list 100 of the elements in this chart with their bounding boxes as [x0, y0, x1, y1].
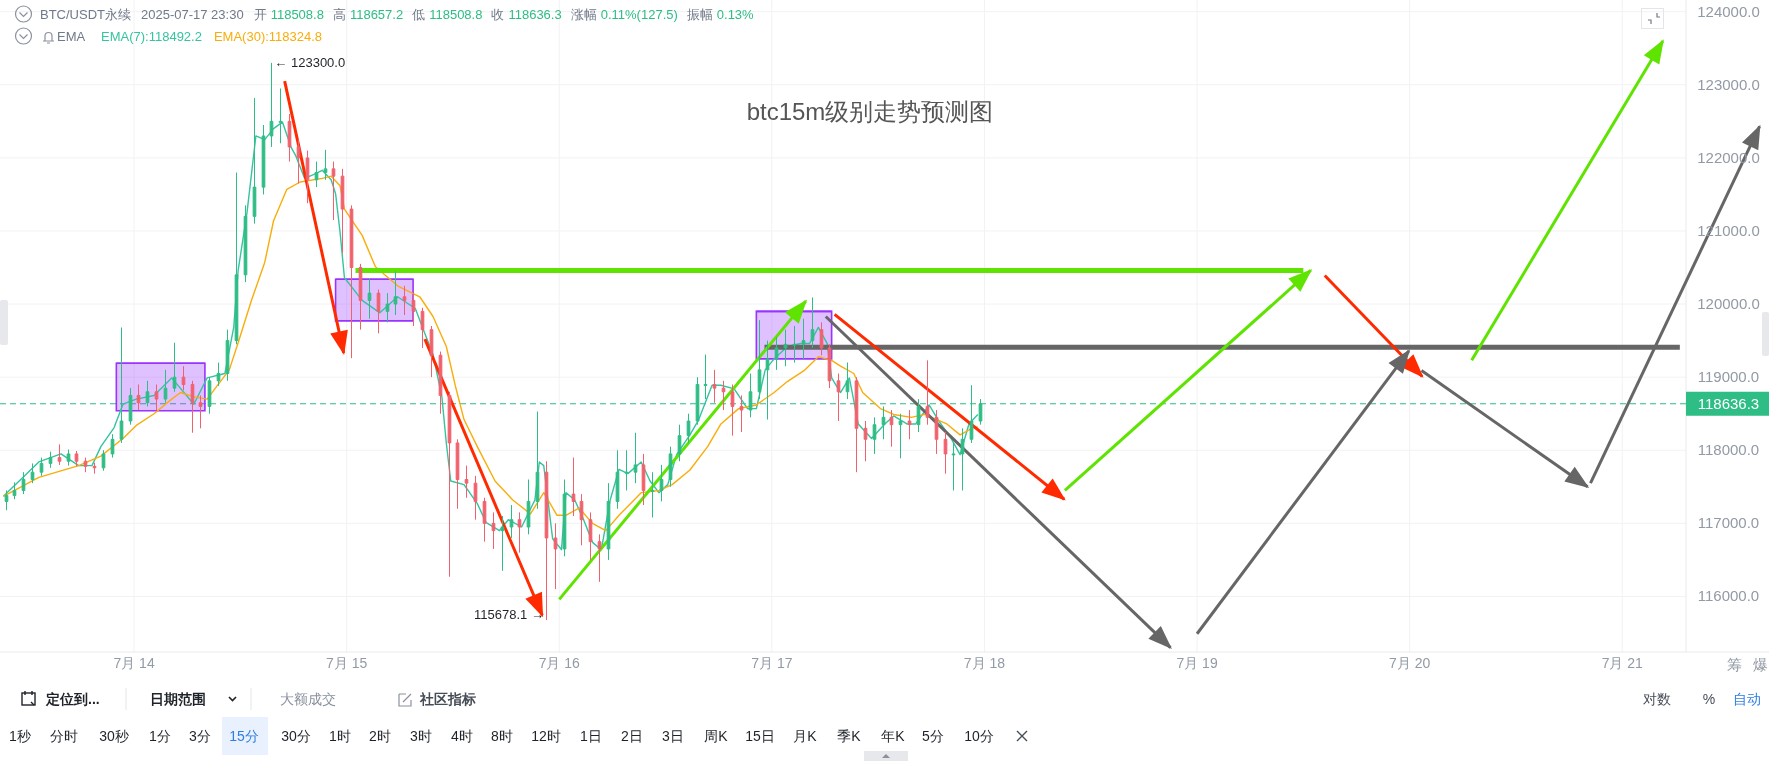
- candlestick: [898, 413, 903, 459]
- candlestick: [757, 319, 762, 400]
- annotation: BTC/USDT永续: [40, 6, 131, 22]
- annotation: 118508.8: [429, 6, 483, 22]
- text: 10分: [964, 728, 994, 744]
- text: 1分: [149, 728, 171, 744]
- text: EMA(30):118324.8: [213, 28, 323, 44]
- candlestick: [83, 457, 88, 473]
- candlestick: [951, 442, 956, 491]
- annotation: 0.13%: [716, 6, 755, 22]
- candlestick: [810, 296, 815, 349]
- candlestick: [181, 365, 186, 391]
- annotation: 收: [491, 6, 505, 22]
- candlestick: [21, 471, 26, 495]
- candlestick: [659, 464, 664, 502]
- candlestick: [323, 149, 328, 181]
- candlestick: [730, 383, 735, 437]
- candlestick: [110, 433, 115, 459]
- y-tick-label: 124000.0: [1697, 2, 1760, 20]
- candlestick: [12, 481, 17, 500]
- candlestick: [234, 172, 239, 345]
- candlestick: [92, 462, 97, 475]
- candlestick: [482, 497, 487, 543]
- candlestick: [48, 451, 53, 469]
- text: 3日: [662, 728, 684, 744]
- candlestick: [819, 321, 824, 356]
- candlestick: [943, 431, 948, 475]
- candlestick: [305, 150, 310, 204]
- text: 自动: [1733, 691, 1761, 707]
- candlestick: [801, 318, 806, 360]
- candlestick: [39, 457, 44, 477]
- annotation: 118508.8: [270, 6, 324, 22]
- candlestick: [464, 465, 469, 499]
- text: 1时: [329, 728, 351, 744]
- candlestick: [863, 420, 868, 462]
- x-tick-label: 7月 14: [113, 655, 155, 671]
- candlestick: [721, 380, 726, 411]
- candlestick: [641, 453, 646, 506]
- candlestick: [393, 270, 398, 316]
- text: 4时: [451, 728, 473, 744]
- candlestick: [526, 479, 531, 535]
- annotation: ← 123300.0: [274, 55, 346, 71]
- candlestick: [74, 450, 79, 467]
- candlestick: [66, 449, 71, 467]
- candlestick: [269, 62, 274, 148]
- candlestick: [668, 446, 673, 488]
- candlestick: [889, 409, 894, 448]
- candlestick: [278, 87, 283, 144]
- candlestick: [30, 462, 35, 484]
- ref-line-label: 118636.3: [1697, 395, 1760, 413]
- y-tick-label: 116000.0: [1697, 587, 1760, 605]
- annotation: 2025-07-17 23:30: [141, 6, 244, 22]
- candlestick: [429, 325, 434, 378]
- text: 分时: [50, 728, 78, 744]
- text: 30分: [281, 728, 311, 744]
- candlestick: [553, 522, 558, 590]
- candlestick: [252, 97, 257, 225]
- text: 30秒: [99, 728, 129, 744]
- candlestick: [517, 511, 522, 554]
- text: 2日: [621, 728, 643, 744]
- candlestick: [544, 460, 549, 621]
- text: 15分: [229, 728, 259, 744]
- candlestick: [216, 362, 221, 387]
- candlestick: [571, 457, 576, 517]
- x-tick-label: 7月 17: [751, 655, 793, 671]
- text: 8时: [491, 728, 513, 744]
- candlestick: [411, 292, 416, 327]
- candlestick: [677, 424, 682, 462]
- annotation: 118636.3: [508, 6, 562, 22]
- x-tick-label: 7月 21: [1601, 655, 1644, 671]
- candlestick: [402, 285, 407, 316]
- text: 5分: [922, 728, 944, 744]
- y-tick-label: 117000.0: [1697, 514, 1760, 532]
- candlestick: [783, 329, 788, 367]
- candlestick: [491, 511, 496, 550]
- candlestick: [190, 380, 195, 434]
- text: 定位到...: [45, 691, 100, 707]
- candlestick: [154, 383, 159, 411]
- candlestick: [198, 394, 203, 429]
- text: 15日: [745, 728, 775, 744]
- annotation: 开: [253, 6, 267, 22]
- x-tick-label: 7月 19: [1176, 655, 1218, 671]
- candlestick: [845, 362, 850, 400]
- text: 3分: [189, 728, 211, 744]
- candlestick: [579, 493, 584, 546]
- annotation: 振幅: [686, 6, 713, 22]
- candlestick: [615, 449, 620, 510]
- candlestick: [314, 161, 319, 188]
- candlestick: [358, 263, 363, 331]
- text: btc15m级别走势预测图: [746, 98, 994, 125]
- text: 周K: [704, 728, 729, 744]
- candlestick: [836, 373, 841, 422]
- candlestick: [686, 413, 691, 444]
- candlestick: [420, 307, 425, 349]
- annotation: 0.11%(127.5): [600, 6, 678, 22]
- candlestick: [872, 416, 877, 455]
- text: 社区指标: [419, 691, 476, 707]
- text: 年K: [881, 728, 906, 744]
- text: 2时: [369, 728, 391, 744]
- candlestick: [703, 354, 708, 400]
